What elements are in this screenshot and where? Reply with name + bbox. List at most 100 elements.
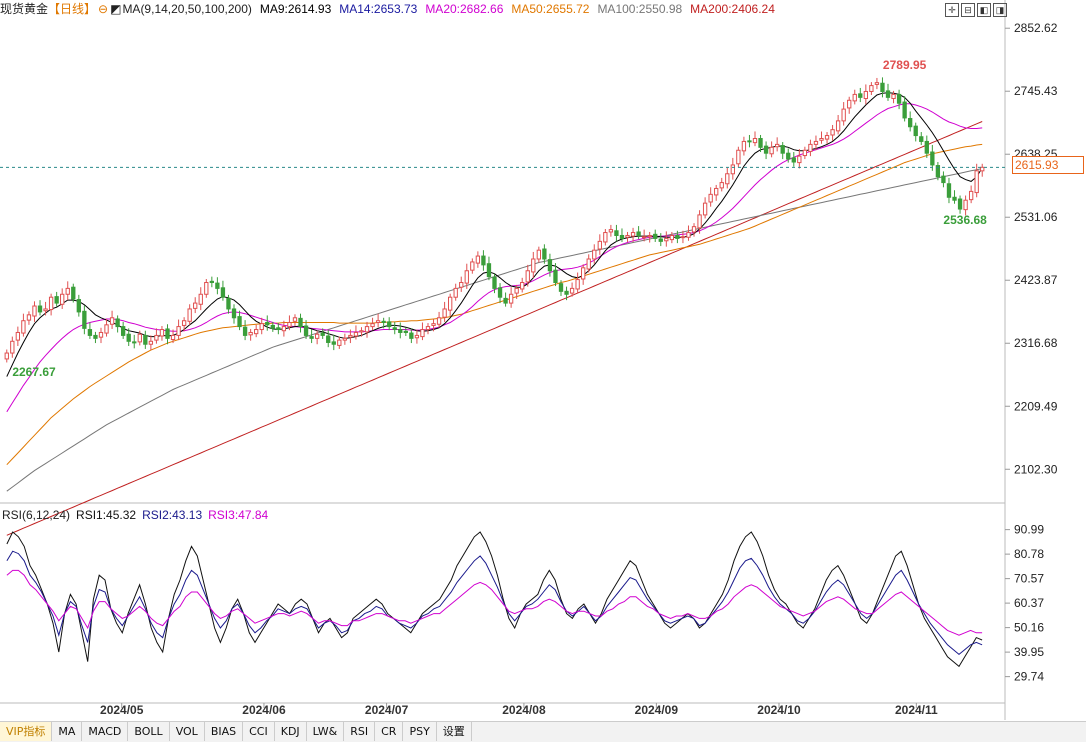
candle-body — [143, 334, 148, 345]
ma50-line — [6, 143, 983, 466]
candle-body — [719, 182, 724, 189]
tab-vip[interactable]: VIP指标 — [0, 722, 53, 741]
candle-body — [320, 332, 325, 336]
ma-params[interactable]: MA(9,14,20,50,100,200) — [122, 2, 252, 16]
next-icon[interactable]: ◨ — [993, 3, 1007, 17]
rsi-params[interactable]: RSI(6,12,24) — [2, 508, 71, 522]
date-tick-label: 2024/05 — [100, 703, 144, 717]
candle-body — [891, 93, 896, 100]
candle-body — [625, 234, 630, 238]
candle-body — [730, 164, 735, 175]
rsi-tick-label: 80.78 — [1014, 547, 1044, 561]
prev-icon[interactable]: ◧ — [977, 3, 991, 17]
candle-body — [254, 329, 259, 335]
candle-body — [132, 341, 137, 344]
candle-body — [303, 325, 309, 336]
candle-body — [159, 329, 165, 337]
candle-body — [431, 323, 436, 326]
candle-body — [774, 143, 780, 148]
tab-macd[interactable]: MACD — [82, 722, 129, 741]
candle-body — [747, 140, 752, 143]
candle-body — [115, 318, 120, 328]
candle-body — [725, 173, 730, 185]
candle-body — [215, 282, 220, 289]
collapse-icon[interactable]: ⊖ — [98, 2, 109, 16]
candle-body — [952, 196, 957, 201]
ma9-line — [6, 92, 983, 377]
candle-body — [204, 282, 209, 295]
date-tick-label: 2024/10 — [757, 703, 801, 717]
high-price-label: 2789.95 — [883, 58, 927, 72]
candle-body — [647, 234, 652, 238]
candle-body — [4, 352, 9, 360]
candle-body — [514, 287, 519, 294]
candle-body — [381, 320, 386, 323]
candle-body — [342, 337, 348, 341]
tab-lw[interactable]: LW& — [307, 722, 345, 741]
candle-body — [564, 290, 569, 295]
candle-body — [226, 297, 231, 310]
candle-body — [980, 166, 985, 172]
tab-cci[interactable]: CCI — [243, 722, 275, 741]
candle-body — [265, 321, 270, 326]
price-tick-label: 2316.68 — [1014, 336, 1058, 350]
candle-body — [581, 267, 586, 280]
candle-body — [104, 324, 109, 334]
tab-cr[interactable]: CR — [375, 722, 404, 741]
candle-body — [680, 236, 686, 239]
candle-body — [392, 327, 397, 331]
tab-boll[interactable]: BOLL — [128, 722, 170, 741]
candle-body — [436, 317, 442, 325]
tab-rsi[interactable]: RSI — [344, 722, 376, 741]
candle-body — [780, 145, 785, 154]
candle-body — [375, 320, 381, 323]
candle-body — [276, 327, 281, 331]
candle-body — [93, 334, 98, 339]
price-tick-label: 2745.43 — [1014, 84, 1058, 98]
candle-body — [337, 339, 342, 346]
period-label[interactable]: 【日线】 — [48, 2, 97, 16]
date-tick-label: 2024/09 — [635, 703, 679, 717]
ma9-value: MA9:2614.93 — [259, 2, 332, 16]
candle-body — [503, 297, 508, 304]
candle-body — [531, 258, 536, 273]
candle-body — [769, 146, 774, 155]
candle-body — [819, 138, 824, 141]
tab-bias[interactable]: BIAS — [205, 722, 244, 741]
candle-body — [957, 198, 963, 210]
candle-body — [847, 99, 852, 109]
candle-body — [946, 183, 952, 198]
candle-body — [702, 202, 708, 216]
candle-body — [98, 331, 104, 338]
rsi1-value: RSI1:45.32 — [76, 508, 137, 522]
candle-body — [353, 331, 359, 337]
candle-body — [675, 234, 680, 239]
candle-body — [242, 326, 248, 336]
candle-body — [76, 299, 81, 313]
crosshair-icon[interactable]: ✛ — [945, 3, 959, 17]
candle-body — [331, 341, 336, 345]
tab-psy[interactable]: PSY — [403, 722, 437, 741]
chart-toolbar: ✛ ⊟ ◧ ◨ — [945, 2, 1009, 17]
candle-body — [902, 101, 907, 119]
candle-body — [370, 323, 375, 328]
candle-body — [935, 165, 941, 178]
candle-body — [885, 90, 891, 98]
candle-body — [874, 82, 880, 85]
candle-body — [520, 282, 525, 290]
candle-body — [930, 151, 935, 166]
tab-vol[interactable]: VOL — [170, 722, 205, 741]
candle-body — [387, 321, 392, 328]
candle-body — [198, 293, 203, 305]
tab-ma[interactable]: MA — [52, 722, 83, 741]
zoom-out-icon[interactable]: ⊟ — [961, 3, 975, 17]
tab-settings[interactable]: 设置 — [437, 722, 472, 741]
price-grid — [0, 0, 1006, 720]
candle-body — [924, 140, 929, 154]
rsi-header: RSI(6,12,24) RSI1:45.32 RSI2:43.13 RSI3:47.… — [2, 506, 274, 524]
tab-kdj[interactable]: KDJ — [275, 722, 307, 741]
start-low-label: 2267.67 — [12, 365, 56, 379]
rsi-tick-label: 50.16 — [1014, 621, 1044, 635]
candle-body — [858, 93, 863, 98]
candle-body — [43, 308, 48, 312]
